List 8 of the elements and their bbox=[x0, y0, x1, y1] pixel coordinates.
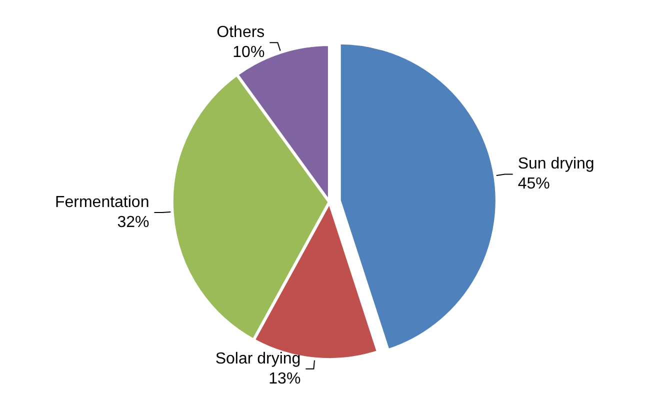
data-label: 10% bbox=[232, 44, 265, 62]
slice-label: Fermentation bbox=[54, 194, 150, 212]
slice-label: Others bbox=[216, 24, 265, 42]
data-label: 13% bbox=[268, 370, 301, 388]
slice-label: Sun drying bbox=[518, 156, 594, 173]
data-label: 32% bbox=[117, 214, 150, 232]
slice-label: Solar drying bbox=[215, 350, 301, 368]
data-label: 45% bbox=[518, 176, 550, 193]
